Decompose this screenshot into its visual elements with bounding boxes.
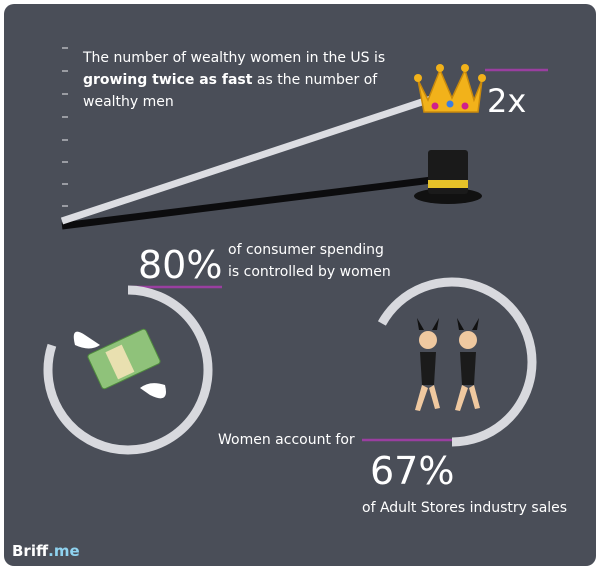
headline-text: as the number of <box>257 72 378 88</box>
percent-ring <box>43 285 213 455</box>
tophat-icon <box>414 150 482 204</box>
headline: wealthy men <box>83 94 174 110</box>
brand-name: Briff <box>12 542 49 560</box>
brand: Briff.me <box>12 542 80 560</box>
stat-text: is controlled by women <box>228 264 391 280</box>
stat-text: of Adult Stores industry sales <box>362 500 567 516</box>
dancers-icon <box>415 318 480 411</box>
headline: The number of wealthy women in the US is <box>82 50 385 66</box>
brand-domain: .me <box>48 542 80 560</box>
panel <box>4 4 596 566</box>
headline-text: The number of wealthy women in the US is <box>82 50 385 66</box>
men-line <box>61 176 433 230</box>
stat-text: of consumer spending <box>228 242 384 258</box>
stat-label: 80% <box>138 243 222 287</box>
stat-text: Women account for <box>218 432 355 448</box>
money-icon <box>73 328 166 399</box>
headline-bold: growing twice as fast <box>83 72 253 88</box>
growth-label: 2x <box>487 82 526 120</box>
axis-ticks <box>62 47 68 207</box>
women-line <box>60 92 442 225</box>
percent-ring <box>377 277 537 447</box>
headline: growing twice as fast as the number of <box>83 72 378 88</box>
crown-icon <box>414 64 486 113</box>
stat-label: 67% <box>370 449 454 493</box>
